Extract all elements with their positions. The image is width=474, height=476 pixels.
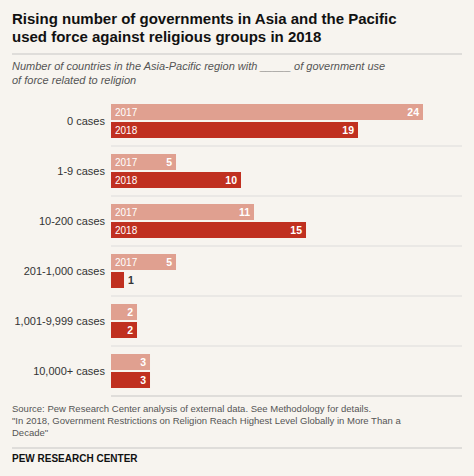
data-label: 2 <box>127 324 133 336</box>
data-label: 3 <box>140 356 146 368</box>
data-label: 5 <box>166 256 172 268</box>
y-tick-label: 10-200 cases <box>39 215 106 227</box>
title: Rising number of governments in Asia and… <box>12 10 397 45</box>
bar <box>111 354 150 370</box>
title-line: Rising number of governments in Asia and… <box>12 10 397 27</box>
bar <box>111 304 137 320</box>
subtitle: Number of countries in the Asia-Pacific … <box>12 60 385 86</box>
y-tick-label: 10,000+ cases <box>33 365 105 377</box>
bar <box>111 204 254 220</box>
group-separator <box>111 146 462 147</box>
footer-line: PEW RESEARCH CENTER <box>12 453 138 464</box>
group-separator <box>111 346 462 347</box>
data-label: 1 <box>128 274 134 286</box>
series-label: 2018 <box>115 125 138 136</box>
bar <box>111 272 124 288</box>
footer-separator <box>12 448 462 449</box>
y-tick-label: 1-9 cases <box>57 165 105 177</box>
x-axis-line <box>111 396 462 397</box>
data-label: 11 <box>239 206 250 218</box>
source-line: Source: Pew Research Center analysis of … <box>12 403 371 414</box>
bar <box>111 104 423 120</box>
subtitle-line: Number of countries in the Asia-Pacific … <box>12 60 385 72</box>
y-tick-label: 0 cases <box>67 115 105 127</box>
background <box>0 0 474 476</box>
subtitle-line: of force related to religion <box>12 74 136 86</box>
series-label: 2018 <box>115 175 138 186</box>
footer: PEW RESEARCH CENTER <box>12 453 138 464</box>
series-label: 2017 <box>115 157 138 168</box>
data-label: 19 <box>342 124 354 136</box>
y-tick-label: 1,001-9,999 cases <box>14 315 105 327</box>
data-label: 24 <box>407 106 419 118</box>
data-label: 15 <box>290 224 302 236</box>
group-separator <box>111 196 462 197</box>
bar <box>111 372 150 388</box>
source: Source: Pew Research Center analysis of … <box>12 403 401 438</box>
y-tick-label: 201-1,000 cases <box>24 265 106 277</box>
data-labels: 24 2017 5 2017 11 2017 5 2017 2 3 19 2018 10 2018 15 20… <box>115 106 419 386</box>
data-label: 5 <box>166 156 172 168</box>
title-line: used force against religious groups in 2… <box>12 28 321 45</box>
bar <box>111 322 137 338</box>
series-label: 2018 <box>115 225 138 236</box>
bar <box>111 122 358 138</box>
bar <box>111 154 176 170</box>
title-separator <box>12 54 462 55</box>
bar <box>111 254 176 270</box>
bar <box>111 172 241 188</box>
source-line: "In 2018, Government Restrictions on Rel… <box>12 415 401 426</box>
bar <box>111 222 306 238</box>
chart-svg: Rising number of governments in Asia and… <box>0 0 474 476</box>
group-separator <box>111 296 462 297</box>
data-label: 3 <box>140 374 146 386</box>
series-label: 2017 <box>115 257 138 268</box>
source-line: Decade" <box>12 427 48 438</box>
series-label: 2017 <box>115 207 138 218</box>
series-label: 2017 <box>115 107 138 118</box>
data-label: 10 <box>225 174 237 186</box>
data-label: 2 <box>127 306 133 318</box>
chart-container: Rising number of governments in Asia and… <box>0 0 474 476</box>
group-separator <box>111 246 462 247</box>
bars <box>111 104 423 388</box>
